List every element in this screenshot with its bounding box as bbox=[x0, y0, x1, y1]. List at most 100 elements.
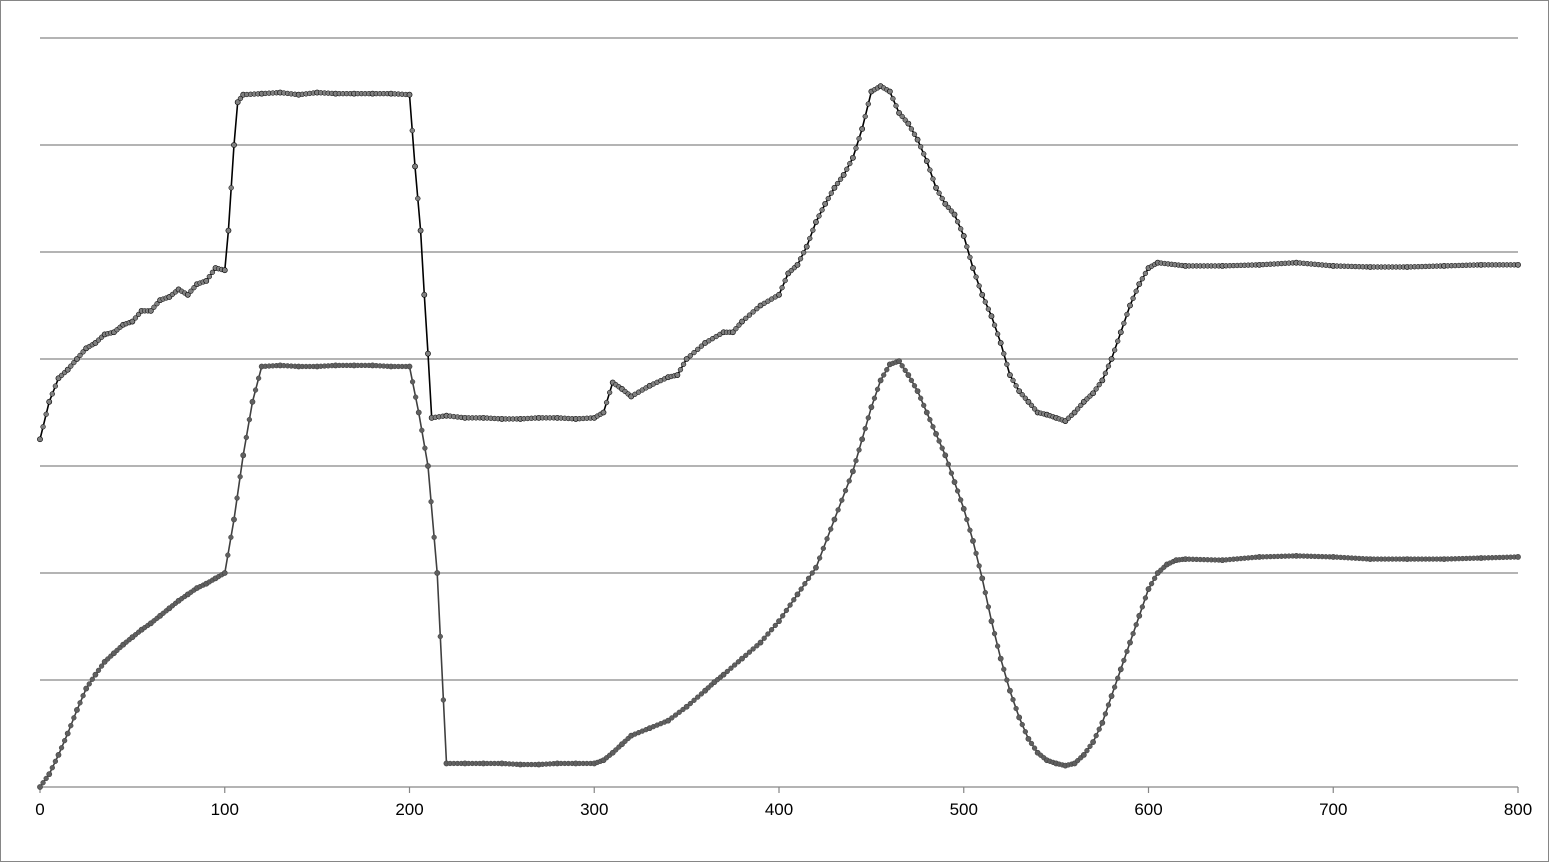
series-2-marker bbox=[52, 758, 59, 764]
series-2-point bbox=[665, 717, 672, 724]
series-2-point bbox=[74, 707, 80, 713]
series-2-point bbox=[1016, 714, 1023, 721]
series-2-marker bbox=[68, 723, 74, 729]
series-1-point bbox=[74, 356, 80, 362]
series-1-marker bbox=[853, 145, 859, 151]
series-2-point bbox=[92, 671, 99, 678]
series-1-point bbox=[1515, 261, 1521, 268]
series-1-marker bbox=[936, 190, 942, 196]
series-1-marker bbox=[976, 283, 982, 289]
series-2-point bbox=[1090, 739, 1096, 745]
series-1-point bbox=[960, 233, 967, 239]
series-2-marker bbox=[428, 499, 434, 505]
series-2-point bbox=[83, 685, 90, 692]
series-2-marker bbox=[862, 425, 868, 432]
series-1-point bbox=[412, 163, 418, 170]
series-2-point bbox=[997, 655, 1004, 662]
series-1-marker bbox=[1028, 402, 1035, 409]
series-2-marker bbox=[964, 516, 970, 523]
series-2-marker bbox=[234, 495, 240, 501]
series-1-marker bbox=[991, 322, 998, 328]
x-tick-label-500: 500 bbox=[950, 800, 978, 819]
series-1-point bbox=[1099, 377, 1106, 384]
series-1-point bbox=[942, 200, 949, 207]
series-1-point bbox=[1016, 388, 1023, 394]
series-2-marker bbox=[835, 507, 841, 513]
series-1-marker bbox=[1001, 351, 1007, 357]
series-1-marker bbox=[902, 117, 908, 123]
series-1-marker bbox=[80, 349, 86, 355]
series-2-marker bbox=[911, 383, 918, 389]
series-2-marker bbox=[948, 470, 955, 476]
series-2-marker bbox=[43, 775, 49, 782]
series-1-marker bbox=[746, 312, 753, 318]
series-2-point bbox=[896, 358, 902, 365]
series-2-point bbox=[434, 570, 441, 576]
series-2-point bbox=[942, 452, 949, 459]
series-2-marker bbox=[680, 706, 686, 713]
series-1-marker bbox=[415, 195, 421, 202]
series-2-point bbox=[46, 771, 53, 778]
series-1-marker bbox=[191, 285, 197, 291]
series-1-point bbox=[421, 291, 428, 298]
series-2-marker bbox=[994, 643, 1001, 649]
series-2-marker bbox=[846, 478, 852, 484]
series-2-marker bbox=[255, 375, 262, 381]
series-1-marker bbox=[1013, 383, 1019, 389]
series-2-marker bbox=[842, 487, 849, 494]
series-2-marker bbox=[237, 474, 243, 480]
series-1-marker bbox=[68, 363, 74, 369]
series-2-point bbox=[831, 516, 838, 523]
series-1-marker bbox=[135, 311, 142, 318]
series-2-marker bbox=[945, 461, 952, 467]
series-1-marker bbox=[132, 315, 139, 321]
series-1-marker bbox=[188, 288, 194, 294]
series-1-point bbox=[831, 184, 838, 191]
series-1-marker bbox=[680, 361, 687, 368]
series-2-marker bbox=[1084, 747, 1090, 754]
series-2-marker bbox=[1013, 705, 1019, 712]
series-1-marker bbox=[691, 349, 697, 356]
series-1-marker bbox=[409, 127, 415, 134]
series-2-marker bbox=[422, 445, 428, 451]
series-2-marker bbox=[419, 427, 425, 433]
series-1-marker bbox=[890, 95, 896, 102]
series-1-marker bbox=[810, 227, 816, 233]
series-2-marker bbox=[1004, 677, 1010, 683]
series-1-marker bbox=[930, 176, 936, 182]
series-1-point bbox=[600, 409, 607, 416]
series-1-marker bbox=[77, 352, 83, 359]
series-2-marker bbox=[853, 458, 859, 464]
series-2-point bbox=[1108, 693, 1115, 699]
series-2-marker bbox=[754, 643, 760, 649]
series-2-marker bbox=[761, 635, 767, 641]
series-1-point bbox=[840, 172, 847, 178]
series-2-marker bbox=[750, 646, 756, 652]
series-1-marker bbox=[834, 180, 841, 187]
series-1-marker bbox=[209, 269, 216, 275]
series-1-marker bbox=[750, 309, 756, 315]
series-2-point bbox=[905, 372, 912, 378]
series-2-marker bbox=[40, 780, 46, 786]
series-1-marker bbox=[994, 331, 1001, 337]
series-1-marker bbox=[967, 254, 973, 261]
series-2-marker bbox=[431, 534, 437, 540]
series-1-point bbox=[997, 340, 1004, 346]
series-2-point bbox=[739, 655, 745, 662]
series-2-marker bbox=[1001, 666, 1007, 672]
series-1-marker bbox=[43, 411, 49, 417]
series-2-point bbox=[979, 575, 986, 582]
series-2-marker bbox=[899, 363, 905, 369]
series-2-point bbox=[850, 468, 856, 475]
series-2-marker bbox=[783, 607, 790, 614]
series-1-marker bbox=[1031, 406, 1038, 412]
series-2-marker bbox=[902, 367, 908, 374]
series-2-marker bbox=[976, 563, 982, 569]
series-1-marker bbox=[819, 207, 825, 213]
series-2-point bbox=[406, 363, 413, 370]
series-2-marker bbox=[1010, 696, 1016, 703]
series-2-marker bbox=[1115, 675, 1121, 681]
series-1-marker bbox=[816, 213, 822, 219]
series-2-marker bbox=[927, 416, 933, 423]
